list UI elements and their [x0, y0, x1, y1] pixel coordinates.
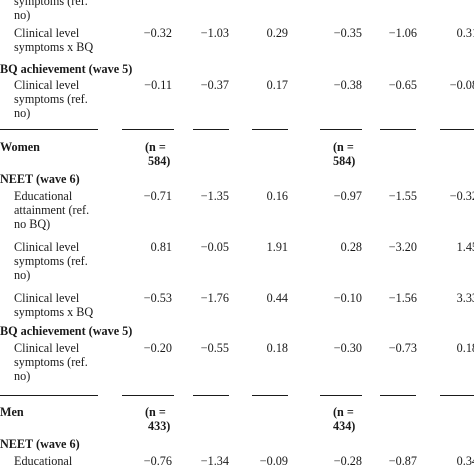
table-cell: 0.31 [456, 26, 474, 40]
sample-size: (n = [333, 405, 354, 419]
section-heading: BQ achievement (wave 5) [0, 62, 133, 76]
table-cell: 0.44 [266, 291, 288, 305]
row-label: attainment (ref. [14, 203, 90, 217]
table-cell: 1.91 [266, 240, 288, 254]
row-label: no) [14, 106, 31, 120]
table-cell: 0.34 [456, 454, 474, 468]
sample-size: (n = [333, 140, 354, 154]
table-cell: −0.05 [200, 240, 229, 254]
table-cell: −0.35 [333, 26, 362, 40]
sample-size: 434) [333, 419, 356, 433]
table-cell: −1.55 [388, 189, 417, 203]
table-rule [252, 395, 288, 396]
table-cell: −0.65 [388, 78, 417, 92]
table-rule [122, 129, 174, 130]
table-cell: −0.38 [333, 78, 362, 92]
table-cell: 3.33 [456, 291, 474, 305]
row-label: Clinical level [14, 26, 80, 40]
row-label: symptoms x BQ [14, 40, 94, 54]
table-cell: −0.53 [143, 291, 172, 305]
table-cell: 0.28 [340, 240, 362, 254]
sample-size: (n = [145, 140, 166, 154]
table-cell: 0.18 [266, 341, 288, 355]
table-rule [252, 129, 288, 130]
table-cell: −1.34 [200, 454, 229, 468]
table-cell: −0.10 [333, 291, 362, 305]
table-cell: −0.71 [143, 189, 172, 203]
table-cell: −0.09 [259, 454, 288, 468]
row-label: Clinical level [14, 78, 80, 92]
row-label: symptoms (ref. [14, 355, 88, 369]
table-rule [440, 129, 474, 130]
table-rule [0, 395, 98, 396]
sample-size: 584) [333, 154, 356, 168]
row-label: no BQ) [14, 217, 51, 231]
row-label: Clinical level [14, 341, 80, 355]
table-cell: −0.20 [143, 341, 172, 355]
section-heading: BQ achievement (wave 5) [0, 324, 133, 338]
row-label: no) [14, 369, 31, 383]
table-cell: −0.37 [200, 78, 229, 92]
table-rule [380, 395, 416, 396]
row-label: symptoms x BQ [14, 305, 94, 319]
table-cell: −0.73 [388, 341, 417, 355]
table-cell: −0.08 [449, 78, 474, 92]
table-cell: 0.16 [266, 189, 288, 203]
table-cell: −1.56 [388, 291, 417, 305]
table-cell: −0.32 [143, 26, 172, 40]
table-rule [193, 129, 229, 130]
table-rule [440, 395, 474, 396]
group-label-women: Women [0, 140, 40, 154]
sample-size: (n = [145, 405, 166, 419]
table-cell: 0.17 [266, 78, 288, 92]
table-cell: −0.87 [388, 454, 417, 468]
row-label: no) [14, 268, 31, 282]
table-cell: 0.29 [266, 26, 288, 40]
row-label: Educational [14, 454, 73, 468]
table-rule [380, 129, 416, 130]
row-label: Clinical level [14, 240, 80, 254]
table-cell: 0.81 [150, 240, 172, 254]
table-cell: −0.28 [333, 454, 362, 468]
sample-size: 433) [148, 419, 171, 433]
row-label: symptoms (ref. [14, 254, 88, 268]
table-rule [193, 395, 229, 396]
table-cell: −0.76 [143, 454, 172, 468]
table-cell: −1.03 [200, 26, 229, 40]
table-cell: −1.06 [388, 26, 417, 40]
table-cell: −0.32 [449, 189, 474, 203]
table-cell: −0.30 [333, 341, 362, 355]
table-cell: −1.76 [200, 291, 229, 305]
table-cell: 0.18 [456, 341, 474, 355]
table-rule [320, 395, 362, 396]
table-rule [0, 129, 98, 130]
row-label: symptoms (ref. [14, 92, 88, 106]
group-label-men: Men [0, 405, 24, 419]
table-cell: 1.45 [456, 240, 474, 254]
table-cell: −3.20 [388, 240, 417, 254]
row-label: Clinical level [14, 291, 80, 305]
table-rule [122, 395, 174, 396]
section-heading: NEET (wave 6) [0, 437, 80, 451]
row-label-fragment: no) [14, 8, 31, 22]
table-cell: −0.97 [333, 189, 362, 203]
table-rule [320, 129, 362, 130]
section-heading: NEET (wave 6) [0, 172, 80, 186]
row-label-fragment: symptoms (ref. [14, 0, 88, 8]
sample-size: 584) [148, 154, 171, 168]
table-cell: −0.11 [144, 78, 172, 92]
table-cell: −1.35 [200, 189, 229, 203]
table-cell: −0.55 [200, 341, 229, 355]
row-label: Educational [14, 189, 73, 203]
